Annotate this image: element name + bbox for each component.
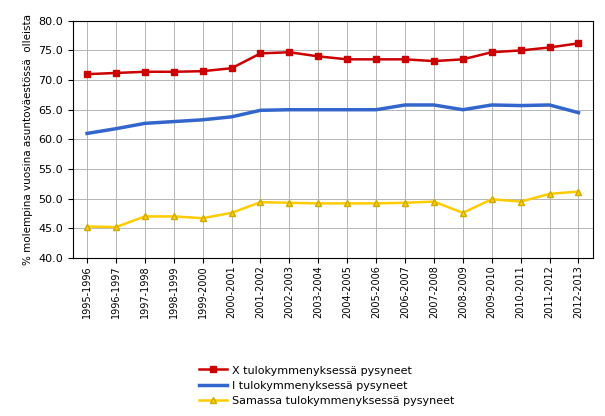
Line: Samassa tulokymmenyksessä pysyneet: Samassa tulokymmenyksessä pysyneet	[83, 188, 582, 230]
Samassa tulokymmenyksessä pysyneet	[113, 225, 120, 230]
I tulokymmenyksessä pysyneet	[286, 107, 293, 112]
X tulokymmenyksessä pysyneet	[575, 41, 582, 46]
Samassa tulokymmenyksessä pysyneet	[488, 197, 495, 202]
I tulokymmenyksessä pysyneet	[315, 107, 322, 112]
Legend: X tulokymmenyksessä pysyneet, I tulokymmenyksessä pysyneet, Samassa tulokymmenyk: X tulokymmenyksessä pysyneet, I tulokymm…	[199, 365, 454, 406]
I tulokymmenyksessä pysyneet	[401, 102, 408, 107]
I tulokymmenyksessä pysyneet	[199, 117, 206, 122]
Samassa tulokymmenyksessä pysyneet	[315, 201, 322, 206]
X tulokymmenyksessä pysyneet	[199, 69, 206, 74]
Samassa tulokymmenyksessä pysyneet	[141, 214, 148, 219]
Samassa tulokymmenyksessä pysyneet	[170, 214, 177, 219]
Samassa tulokymmenyksessä pysyneet	[257, 200, 264, 205]
X tulokymmenyksessä pysyneet	[373, 57, 380, 62]
X tulokymmenyksessä pysyneet	[286, 50, 293, 55]
X tulokymmenyksessä pysyneet	[315, 54, 322, 59]
X tulokymmenyksessä pysyneet	[517, 48, 525, 53]
X tulokymmenyksessä pysyneet	[141, 69, 148, 74]
Samassa tulokymmenyksessä pysyneet	[344, 201, 351, 206]
I tulokymmenyksessä pysyneet	[170, 119, 177, 124]
I tulokymmenyksessä pysyneet	[546, 102, 553, 107]
Samassa tulokymmenyksessä pysyneet	[459, 210, 466, 215]
I tulokymmenyksessä pysyneet	[488, 102, 495, 107]
Samassa tulokymmenyksessä pysyneet	[83, 224, 91, 229]
I tulokymmenyksessä pysyneet	[141, 121, 148, 126]
Samassa tulokymmenyksessä pysyneet	[546, 191, 553, 196]
Samassa tulokymmenyksessä pysyneet	[517, 199, 525, 204]
X tulokymmenyksessä pysyneet	[430, 59, 437, 64]
Samassa tulokymmenyksessä pysyneet	[373, 201, 380, 206]
Y-axis label: % molempina vuosina asuntoväestössä  olleista: % molempina vuosina asuntoväestössä olle…	[22, 14, 33, 265]
X tulokymmenyksessä pysyneet	[546, 45, 553, 50]
Samassa tulokymmenyksessä pysyneet	[286, 200, 293, 205]
I tulokymmenyksessä pysyneet	[257, 108, 264, 113]
X tulokymmenyksessä pysyneet	[228, 66, 235, 71]
I tulokymmenyksessä pysyneet	[373, 107, 380, 112]
I tulokymmenyksessä pysyneet	[517, 103, 525, 108]
Samassa tulokymmenyksessä pysyneet	[430, 199, 437, 204]
I tulokymmenyksessä pysyneet	[344, 107, 351, 112]
X tulokymmenyksessä pysyneet	[113, 70, 120, 75]
I tulokymmenyksessä pysyneet	[83, 131, 91, 136]
Line: X tulokymmenyksessä pysyneet: X tulokymmenyksessä pysyneet	[83, 40, 582, 78]
X tulokymmenyksessä pysyneet	[344, 57, 351, 62]
X tulokymmenyksessä pysyneet	[401, 57, 408, 62]
Samassa tulokymmenyksessä pysyneet	[575, 189, 582, 194]
Samassa tulokymmenyksessä pysyneet	[228, 210, 235, 215]
I tulokymmenyksessä pysyneet	[430, 102, 437, 107]
X tulokymmenyksessä pysyneet	[170, 69, 177, 74]
Line: I tulokymmenyksessä pysyneet: I tulokymmenyksessä pysyneet	[87, 105, 578, 134]
I tulokymmenyksessä pysyneet	[459, 107, 466, 112]
X tulokymmenyksessä pysyneet	[488, 50, 495, 55]
I tulokymmenyksessä pysyneet	[228, 114, 235, 119]
I tulokymmenyksessä pysyneet	[575, 110, 582, 115]
I tulokymmenyksessä pysyneet	[113, 126, 120, 131]
Samassa tulokymmenyksessä pysyneet	[199, 216, 206, 221]
X tulokymmenyksessä pysyneet	[257, 51, 264, 56]
X tulokymmenyksessä pysyneet	[459, 57, 466, 62]
Samassa tulokymmenyksessä pysyneet	[401, 200, 408, 205]
X tulokymmenyksessä pysyneet	[83, 72, 91, 77]
